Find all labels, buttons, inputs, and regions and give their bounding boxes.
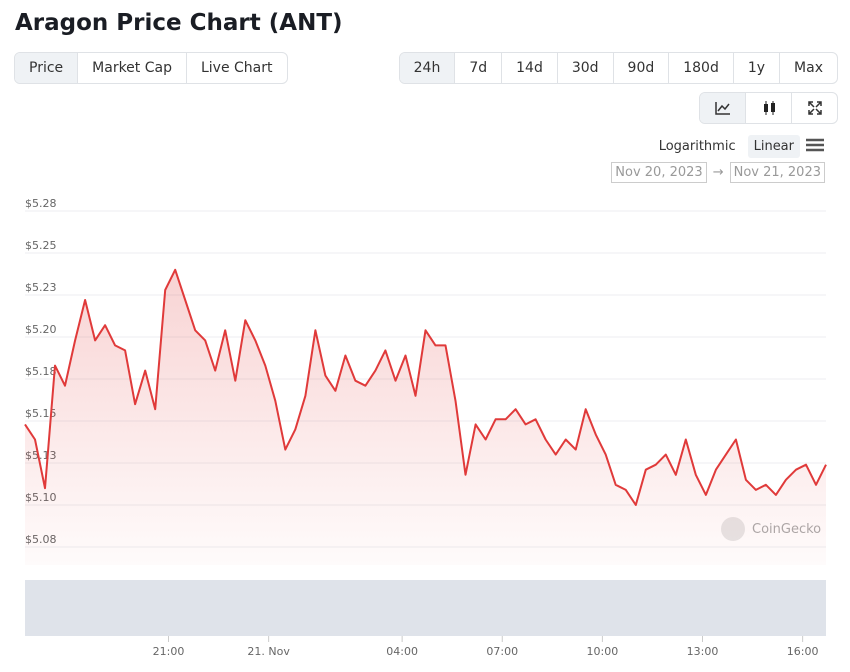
tab-group: Price Market Cap Live Chart (14, 52, 288, 84)
volume-area (25, 580, 826, 636)
x-tick-label: 04:00 (386, 645, 418, 658)
range[interactable]: 24h (399, 53, 455, 83)
y-tick-label: $5.18 (25, 365, 57, 378)
y-tick-label: $5.10 (25, 491, 57, 504)
range[interactable]: 180d (668, 53, 733, 83)
watermark: CoinGecko (721, 517, 821, 541)
line-view[interactable] (700, 93, 745, 123)
x-tick-label: 07:00 (486, 645, 518, 658)
icon (807, 101, 822, 115)
y-tick-label: $5.28 (25, 197, 57, 210)
scale-toggle: Logarithmic Linear (653, 135, 800, 158)
candle-view[interactable] (745, 93, 791, 123)
date-arrow: → (712, 165, 724, 180)
fullscreen[interactable] (791, 93, 837, 123)
date-from[interactable]: Nov 20, 2023 (611, 162, 707, 183)
x-tick-label: 13:00 (687, 645, 719, 658)
view-group (699, 92, 838, 124)
x-tick-label: 21:00 (153, 645, 185, 658)
price-line (24, 268, 827, 506)
y-tick-label: $5.20 (25, 323, 57, 336)
date-to[interactable]: Nov 21, 2023 (729, 162, 825, 183)
tab[interactable]: Live Chart (185, 53, 287, 83)
x-tick-label: 10:00 (587, 645, 619, 658)
range[interactable]: 90d (612, 53, 669, 83)
x-tick-label: 21. Nov (247, 645, 290, 658)
scale-option[interactable]: Linear (747, 135, 800, 158)
price-area (25, 269, 826, 565)
title: Aragon Price Chart (ANT) (15, 10, 343, 36)
range[interactable]: 1y (732, 53, 779, 83)
scale-option[interactable]: Logarithmic (658, 139, 736, 154)
tab[interactable]: Price (15, 53, 78, 83)
tab[interactable]: Market Cap (77, 53, 186, 83)
menu-icon[interactable] (806, 138, 824, 152)
range-group: 24h 7d 14d 30d 90d 180d 1y Max (398, 52, 838, 84)
y-tick-label: $5.23 (25, 281, 57, 294)
range[interactable]: 7d (454, 53, 501, 83)
y-tick-label: $5.08 (25, 533, 57, 546)
y-tick-label: $5.25 (25, 239, 57, 252)
range[interactable]: 30d (556, 53, 613, 83)
y-tick-label: $5.13 (25, 449, 57, 462)
y-tick-label: $5.15 (25, 407, 57, 420)
watermark-text: CoinGecko (752, 522, 821, 537)
date-range: Nov 20, 2023 → Nov 21, 2023 (611, 162, 825, 183)
icon (714, 102, 730, 115)
range[interactable]: 14d (501, 53, 557, 83)
range[interactable]: Max (779, 53, 837, 83)
icon (763, 101, 775, 115)
x-tick-label: 16:00 (787, 645, 819, 658)
